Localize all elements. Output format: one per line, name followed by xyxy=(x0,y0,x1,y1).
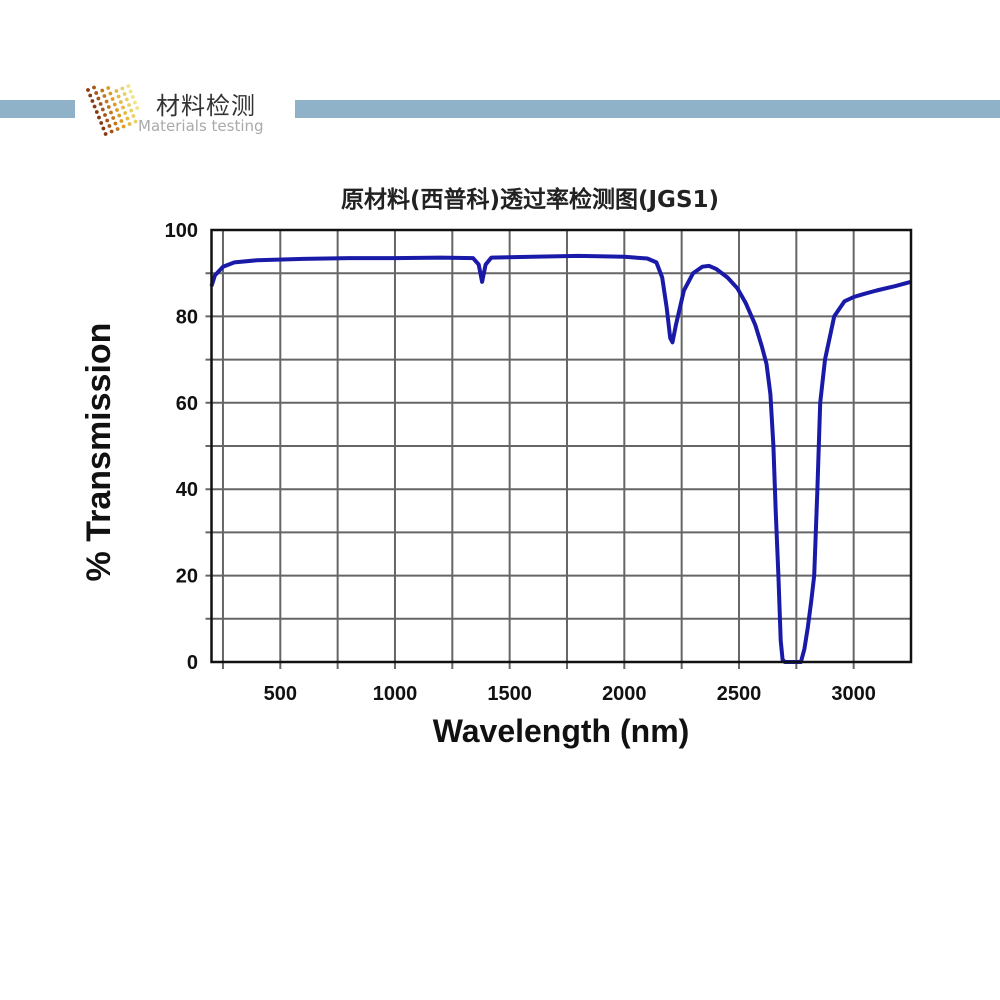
logo-text-cn: 材料检测 xyxy=(156,92,256,120)
x-tick-label: 500 xyxy=(264,683,297,705)
y-axis-label: % Transmission xyxy=(80,323,118,582)
x-tick-label: 3000 xyxy=(831,683,876,705)
y-tick-label: 100 xyxy=(165,220,198,242)
x-axis-label: Wavelength (nm) xyxy=(433,713,690,749)
logo-text-en: Materials testing xyxy=(138,117,264,135)
chart-title: 原材料(西普科)透过率检测图(JGS1) xyxy=(340,187,720,213)
logo-dots-icon xyxy=(86,84,140,136)
y-tick-label: 60 xyxy=(176,393,198,415)
plot-frame xyxy=(210,228,913,664)
series-line xyxy=(209,253,912,664)
y-tick-label: 20 xyxy=(176,566,198,588)
y-tick-label: 40 xyxy=(176,479,198,501)
x-tick-label: 2000 xyxy=(602,683,647,705)
y-tick-label: 80 xyxy=(176,306,198,328)
header-bar-right xyxy=(295,100,1000,118)
x-tick-label: 1000 xyxy=(373,683,418,705)
y-tick-label: 0 xyxy=(187,652,198,674)
x-tick-label: 1500 xyxy=(487,683,532,705)
x-tick-label: 2500 xyxy=(717,683,762,705)
header-bar-left xyxy=(0,100,75,118)
